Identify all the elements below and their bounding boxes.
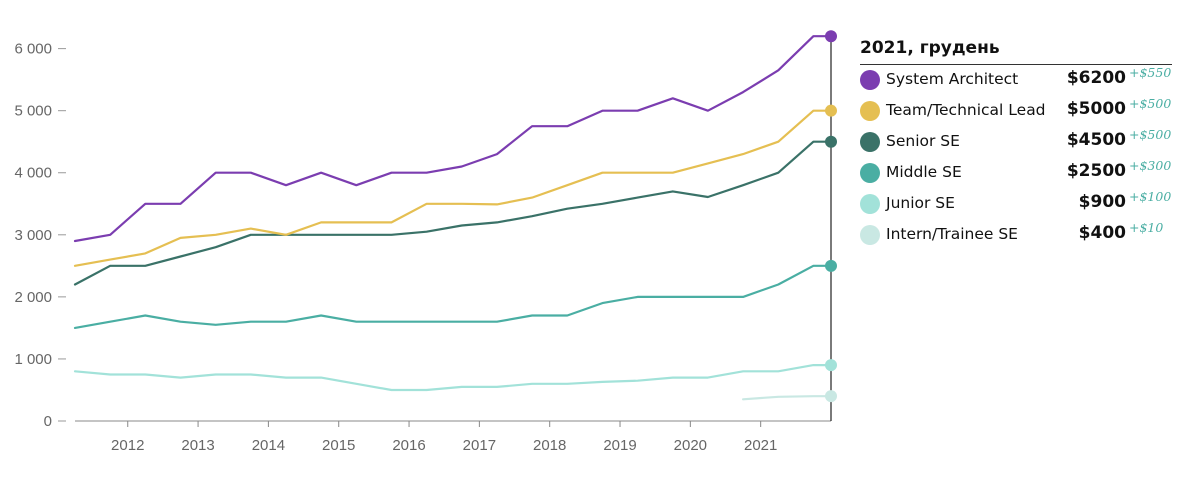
legend-panel: 2021, грудень System Architect $6200 +$5…	[860, 38, 1172, 251]
series-lines	[73, 35, 833, 401]
y-tick-label: 2 000	[14, 289, 52, 306]
x-tick-label: 2015	[322, 437, 355, 454]
legend-item-junior-se[interactable]: Junior SE $900 +$100	[860, 189, 1172, 220]
legend-dot-icon	[860, 194, 880, 214]
y-axis: 0 1 000 2 000 3 000 4 000 5 000 6 000	[14, 41, 66, 430]
end-point-marker	[825, 259, 837, 272]
series-line-senior-se	[73, 140, 833, 286]
y-tick-label: 1 000	[14, 351, 52, 368]
legend-item-name: Senior SE	[886, 132, 960, 150]
y-tick-label: 4 000	[14, 165, 52, 182]
x-tick-label: 2019	[603, 437, 636, 454]
end-point-marker	[825, 30, 837, 43]
legend-item-name: System Architect	[886, 70, 1019, 88]
y-tick-label: 0	[44, 413, 52, 430]
end-point-marker	[825, 359, 837, 372]
legend-item-delta: +$500	[1129, 96, 1172, 111]
end-point-marker	[825, 104, 837, 117]
y-tick-label: 3 000	[14, 227, 52, 244]
legend-dot-icon	[860, 70, 880, 90]
legend-item-intern-trainee-se[interactable]: Intern/Trainee SE $400 +$10	[860, 220, 1172, 251]
legend-item-value: $900	[1078, 192, 1126, 212]
legend-dot-icon	[860, 163, 880, 183]
legend-item-name: Middle SE	[886, 163, 962, 181]
legend-item-team-technical-lead[interactable]: Team/Technical Lead $5000 +$500	[860, 96, 1172, 127]
legend-item-value: $400	[1078, 223, 1126, 243]
x-tick-label: 2013	[181, 437, 214, 454]
x-tick-label: 2021	[744, 437, 777, 454]
legend-item-delta: +$100	[1129, 189, 1172, 204]
x-tick-label: 2016	[392, 437, 425, 454]
legend-item-delta: +$300	[1129, 158, 1172, 173]
legend-item-middle-se[interactable]: Middle SE $2500 +$300	[860, 158, 1172, 189]
legend-item-delta: +$500	[1129, 127, 1172, 142]
legend-item-delta: +$550	[1129, 65, 1172, 80]
x-tick-label: 2018	[533, 437, 566, 454]
legend-dot-icon	[860, 101, 880, 121]
legend-item-name: Intern/Trainee SE	[886, 225, 1018, 243]
series-line-middle-se	[73, 264, 833, 329]
legend-item-value: $5000	[1066, 99, 1126, 119]
legend-item-senior-se[interactable]: Senior SE $4500 +$500	[860, 127, 1172, 158]
x-tick-label: 2017	[463, 437, 496, 454]
legend-item-name: Junior SE	[886, 194, 955, 212]
x-tick-label: 2020	[674, 437, 707, 454]
legend-item-value: $4500	[1066, 130, 1126, 150]
legend-dot-icon	[860, 132, 880, 152]
series-line-intern-trainee-se	[741, 395, 833, 401]
legend-item-system-architect[interactable]: System Architect $6200 +$550	[860, 65, 1172, 96]
legend-dot-icon	[860, 225, 880, 245]
x-tick-label: 2012	[111, 437, 144, 454]
legend-item-value: $6200	[1066, 68, 1126, 88]
series-line-junior-se	[73, 364, 833, 392]
legend-item-value: $2500	[1066, 161, 1126, 181]
end-markers	[825, 30, 837, 403]
legend-title: 2021, грудень	[860, 38, 1172, 65]
y-tick-label: 5 000	[14, 103, 52, 120]
series-line-team-technical-lead	[73, 109, 833, 267]
series-line-system-architect	[73, 35, 833, 243]
x-tick-label: 2014	[252, 437, 285, 454]
legend-item-delta: +$10	[1129, 220, 1164, 235]
x-axis: 2012 2013 2014 2015 2016 2017 2018 2019 2020 2021	[75, 420, 831, 454]
end-point-marker	[825, 135, 837, 148]
end-point-marker	[825, 390, 837, 403]
y-tick-label: 6 000	[14, 41, 52, 58]
legend-item-name: Team/Technical Lead	[886, 101, 1046, 119]
